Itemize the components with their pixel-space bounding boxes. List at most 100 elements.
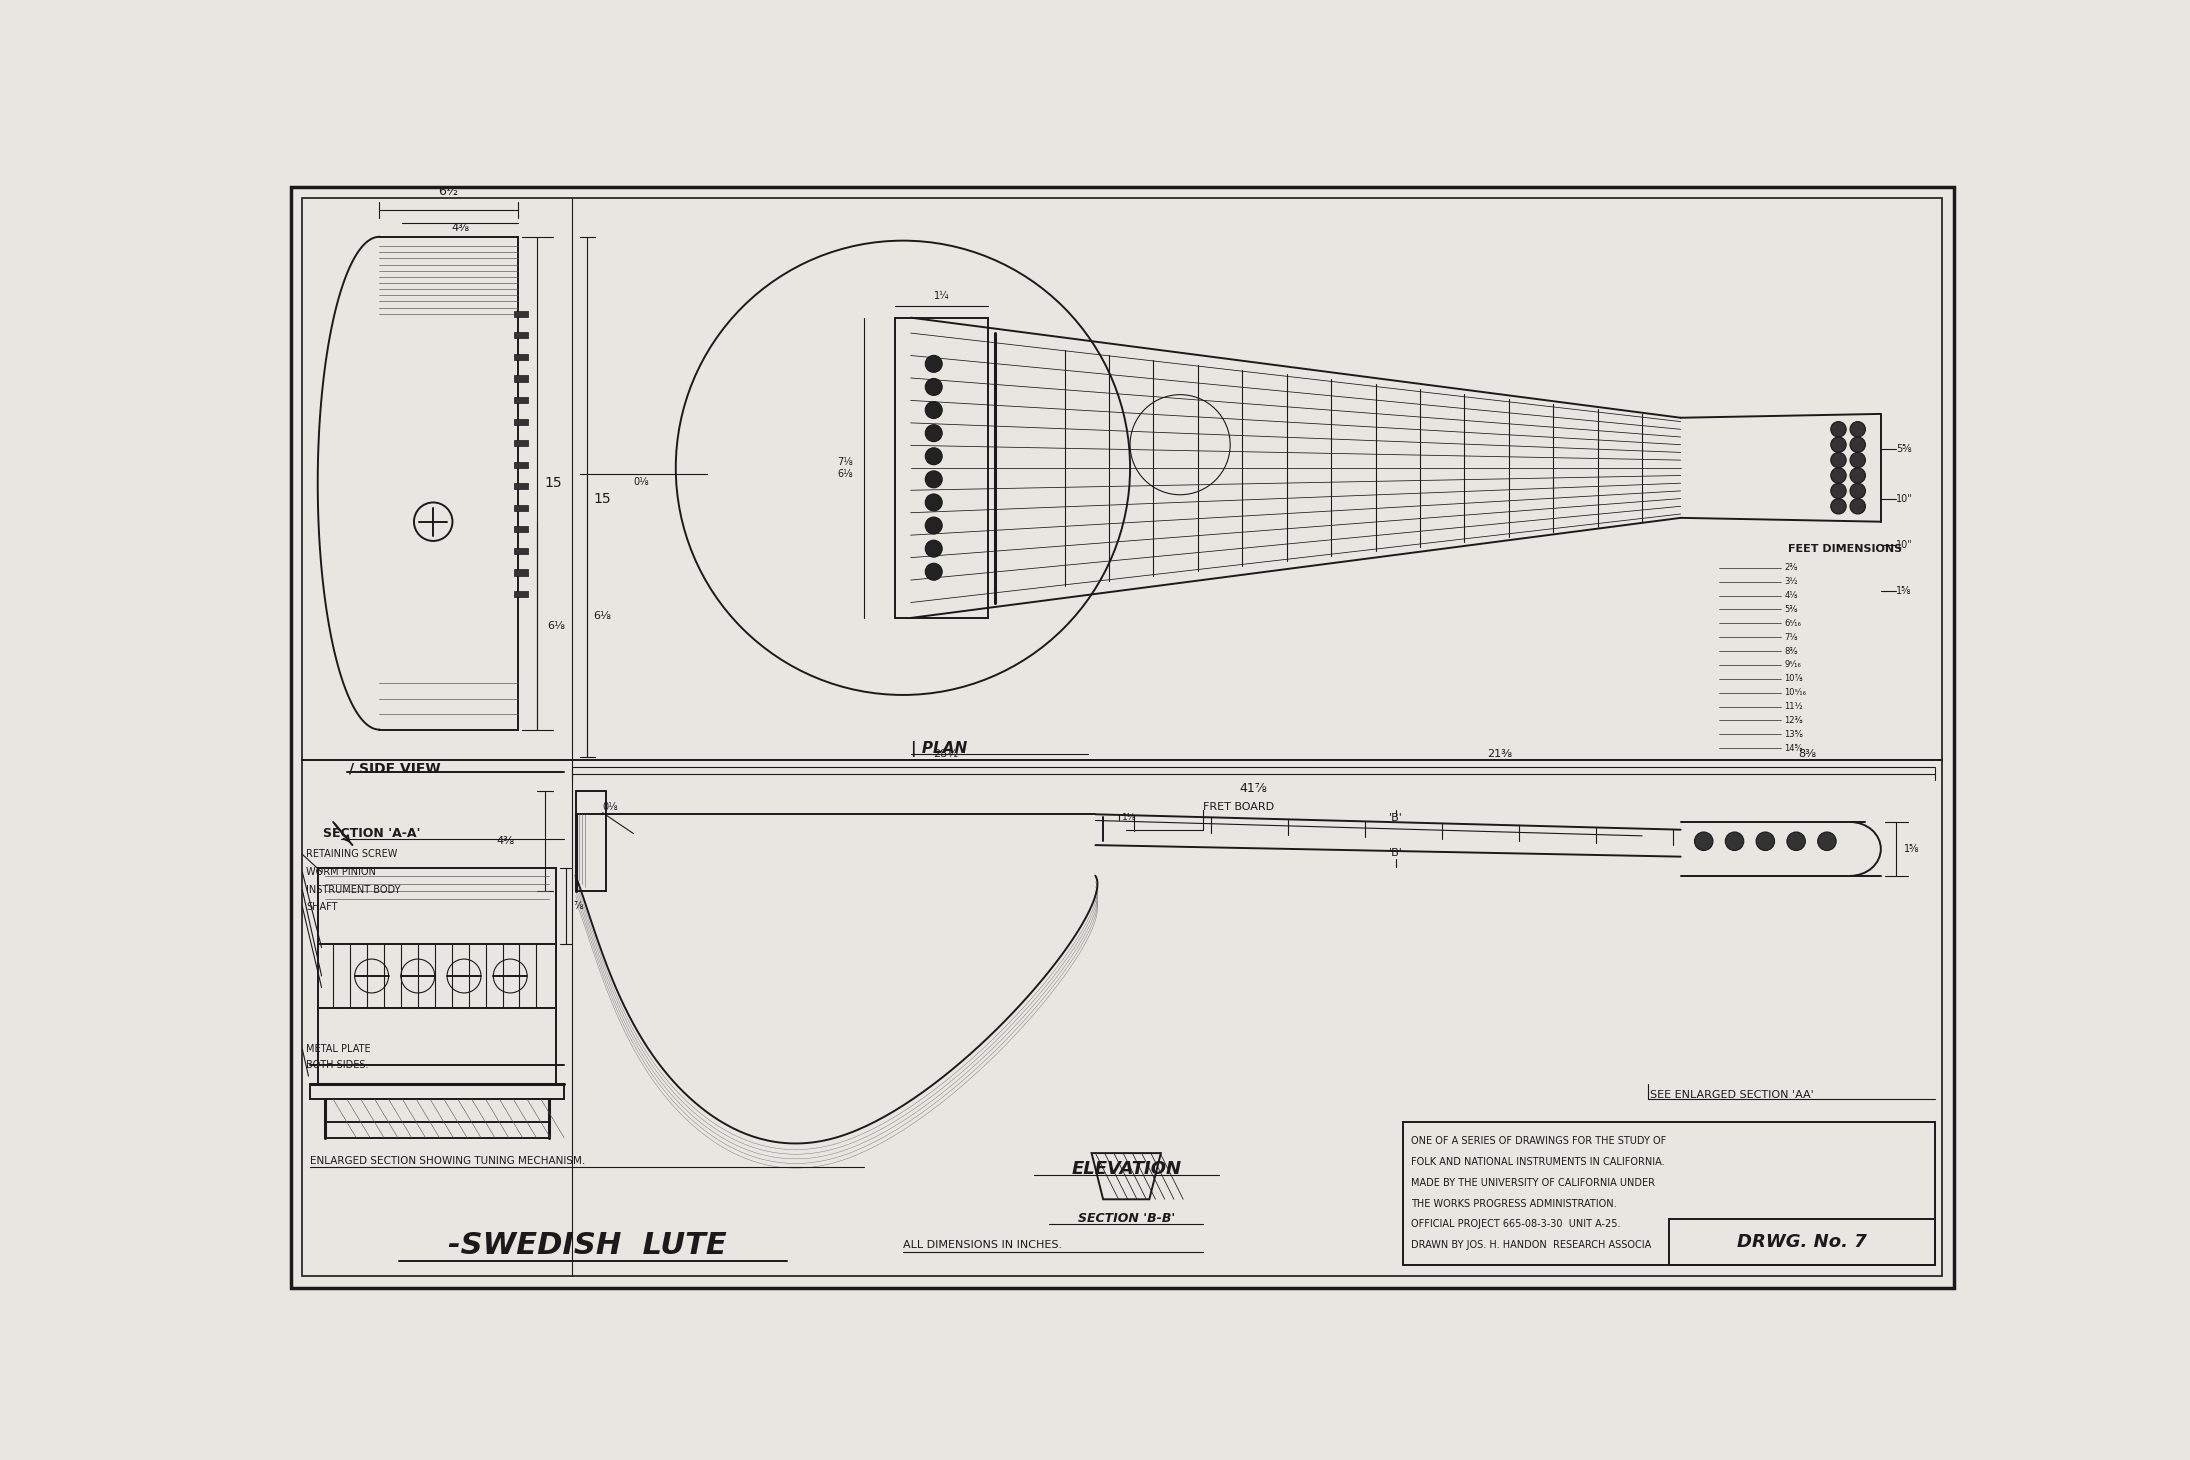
Text: / SIDE VIEW: / SIDE VIEW bbox=[348, 761, 440, 775]
Circle shape bbox=[1831, 499, 1846, 514]
Text: 6⅛: 6⅛ bbox=[548, 620, 565, 631]
Bar bbox=[515, 419, 528, 425]
Text: MADE BY THE UNIVERSITY OF CALIFORNIA UNDER: MADE BY THE UNIVERSITY OF CALIFORNIA UND… bbox=[1410, 1178, 1656, 1188]
Circle shape bbox=[924, 517, 942, 534]
Text: ENLARGED SECTION SHOWING TUNING MECHANISM.: ENLARGED SECTION SHOWING TUNING MECHANIS… bbox=[311, 1156, 585, 1165]
Text: DRWG. No. 7: DRWG. No. 7 bbox=[1737, 1232, 1866, 1251]
Bar bbox=[515, 526, 528, 533]
Text: METAL PLATE: METAL PLATE bbox=[307, 1044, 370, 1054]
Text: SECTION 'A-A': SECTION 'A-A' bbox=[322, 826, 420, 839]
Text: FEET DIMENSIONS: FEET DIMENSIONS bbox=[1789, 543, 1903, 553]
Bar bbox=[515, 375, 528, 381]
Text: INSTRUMENT BODY: INSTRUMENT BODY bbox=[307, 885, 401, 895]
Text: 21⅜: 21⅜ bbox=[1487, 749, 1511, 759]
Text: 12⅜: 12⅜ bbox=[1785, 715, 1802, 724]
Text: | PLAN: | PLAN bbox=[911, 740, 966, 756]
Text: 2⅜: 2⅜ bbox=[1785, 564, 1798, 572]
Text: 5⅜: 5⅜ bbox=[1785, 604, 1798, 615]
Text: 8⅜: 8⅜ bbox=[1798, 749, 1818, 759]
Text: 6⅛: 6⅛ bbox=[593, 610, 611, 620]
Text: 15: 15 bbox=[593, 492, 611, 505]
Text: ⅞: ⅞ bbox=[574, 901, 583, 911]
Circle shape bbox=[1851, 483, 1866, 499]
Circle shape bbox=[924, 564, 942, 580]
Circle shape bbox=[1831, 437, 1846, 453]
Bar bbox=[515, 461, 528, 467]
Circle shape bbox=[1756, 832, 1774, 851]
Text: ALL DIMENSIONS IN INCHES.: ALL DIMENSIONS IN INCHES. bbox=[902, 1241, 1062, 1251]
Circle shape bbox=[924, 472, 942, 488]
Text: -SWEDISH  LUTE: -SWEDISH LUTE bbox=[447, 1231, 727, 1260]
Bar bbox=[515, 311, 528, 317]
Text: FRET BOARD: FRET BOARD bbox=[1202, 802, 1275, 812]
Text: 14⅝: 14⅝ bbox=[1785, 743, 1802, 752]
Circle shape bbox=[1851, 467, 1866, 483]
Bar bbox=[515, 591, 528, 597]
Circle shape bbox=[1787, 832, 1805, 851]
Text: 10⅞: 10⅞ bbox=[1785, 675, 1802, 683]
Circle shape bbox=[1831, 422, 1846, 437]
Text: 1⅛: 1⅛ bbox=[1121, 813, 1137, 822]
Circle shape bbox=[1831, 453, 1846, 467]
Text: SHAFT: SHAFT bbox=[307, 902, 337, 911]
Text: ONE OF A SERIES OF DRAWINGS FOR THE STUDY OF: ONE OF A SERIES OF DRAWINGS FOR THE STUD… bbox=[1410, 1136, 1667, 1146]
Circle shape bbox=[1831, 467, 1846, 483]
Text: DRAWN BY JOS. H. HANDON  RESEARCH ASSOCIA: DRAWN BY JOS. H. HANDON RESEARCH ASSOCIA bbox=[1410, 1240, 1651, 1250]
Text: SEE ENLARGED SECTION 'AA': SEE ENLARGED SECTION 'AA' bbox=[1649, 1091, 1813, 1101]
Bar bbox=[515, 569, 528, 575]
Text: 13⅝: 13⅝ bbox=[1785, 730, 1802, 739]
Circle shape bbox=[1851, 499, 1866, 514]
Bar bbox=[515, 333, 528, 339]
Text: 10⁵⁄₁₆: 10⁵⁄₁₆ bbox=[1785, 688, 1807, 696]
Bar bbox=[515, 548, 528, 553]
Bar bbox=[1669, 1219, 1934, 1264]
Text: 7⅛: 7⅛ bbox=[1785, 632, 1798, 642]
Text: 10": 10" bbox=[1897, 540, 1914, 550]
Text: 4⅜: 4⅜ bbox=[497, 837, 515, 847]
Circle shape bbox=[1695, 832, 1713, 851]
Text: 1⅝: 1⅝ bbox=[1903, 844, 1918, 854]
Circle shape bbox=[924, 540, 942, 558]
Text: 3½: 3½ bbox=[1785, 577, 1798, 587]
Text: 'B': 'B' bbox=[1388, 848, 1402, 858]
Bar bbox=[515, 483, 528, 489]
Circle shape bbox=[1851, 437, 1866, 453]
Circle shape bbox=[924, 378, 942, 396]
Circle shape bbox=[1851, 453, 1866, 467]
Bar bbox=[515, 353, 528, 361]
Text: SECTION 'B-B': SECTION 'B-B' bbox=[1077, 1212, 1174, 1225]
Text: 'B': 'B' bbox=[1388, 813, 1402, 823]
Text: 5⅝: 5⅝ bbox=[1897, 444, 1912, 454]
Text: OFFICIAL PROJECT 665-08-3-30  UNIT A-25.: OFFICIAL PROJECT 665-08-3-30 UNIT A-25. bbox=[1410, 1219, 1621, 1229]
Text: 8⅜: 8⅜ bbox=[1785, 647, 1798, 656]
Text: THE WORKS PROGRESS ADMINISTRATION.: THE WORKS PROGRESS ADMINISTRATION. bbox=[1410, 1199, 1616, 1209]
Text: 1⅝: 1⅝ bbox=[1897, 585, 1912, 596]
Text: FOLK AND NATIONAL INSTRUMENTS IN CALIFORNIA.: FOLK AND NATIONAL INSTRUMENTS IN CALIFOR… bbox=[1410, 1156, 1664, 1167]
Bar bbox=[515, 397, 528, 403]
Text: 0⅛: 0⅛ bbox=[602, 802, 618, 812]
Circle shape bbox=[1726, 832, 1743, 851]
Text: 7⅛
6⅛: 7⅛ 6⅛ bbox=[837, 457, 852, 479]
Text: 0⅛: 0⅛ bbox=[633, 476, 648, 486]
Bar bbox=[1404, 1123, 1934, 1264]
Text: BOTH SIDES.: BOTH SIDES. bbox=[307, 1060, 368, 1070]
Circle shape bbox=[924, 355, 942, 372]
Text: 6½: 6½ bbox=[438, 185, 458, 199]
Circle shape bbox=[924, 493, 942, 511]
Circle shape bbox=[1851, 422, 1866, 437]
Bar bbox=[515, 505, 528, 511]
Text: 11½: 11½ bbox=[1785, 702, 1802, 711]
Circle shape bbox=[924, 425, 942, 441]
Text: WORM PINION: WORM PINION bbox=[307, 867, 377, 877]
Text: 15: 15 bbox=[545, 476, 563, 491]
Text: 6⁵⁄₁₆: 6⁵⁄₁₆ bbox=[1785, 619, 1802, 628]
Circle shape bbox=[924, 448, 942, 464]
Circle shape bbox=[924, 402, 942, 419]
Text: 28½: 28½ bbox=[933, 749, 957, 759]
Text: 10": 10" bbox=[1897, 493, 1914, 504]
Bar bbox=[515, 439, 528, 447]
Text: 9⁵⁄₁₆: 9⁵⁄₁₆ bbox=[1785, 660, 1802, 670]
Text: 4⅜: 4⅜ bbox=[451, 222, 469, 232]
Circle shape bbox=[1831, 483, 1846, 499]
Text: ELEVATION: ELEVATION bbox=[1071, 1159, 1180, 1178]
